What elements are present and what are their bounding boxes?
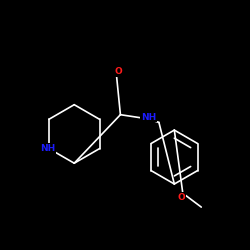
Text: NH: NH: [40, 144, 55, 153]
Text: O: O: [114, 67, 122, 76]
Text: O: O: [178, 193, 185, 202]
Text: NH: NH: [141, 112, 156, 122]
